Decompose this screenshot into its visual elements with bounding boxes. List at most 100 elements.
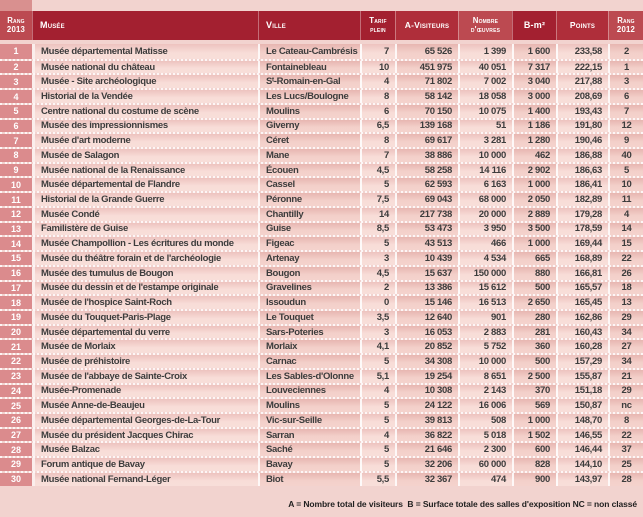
museum-name: Musée départemental Georges-de-La-Tour bbox=[32, 413, 258, 427]
visitors-count: 15 146 bbox=[395, 296, 458, 309]
column-header-ville: Ville bbox=[258, 11, 360, 40]
surface-m2: 828 bbox=[512, 458, 556, 471]
table-row: 23 Musée de l'abbaye de Sainte-Croix Les S… bbox=[0, 367, 643, 383]
points-value: 193,43 bbox=[556, 104, 608, 118]
surface-m2: 1 000 bbox=[512, 178, 556, 192]
surface-m2: 2 902 bbox=[512, 163, 556, 177]
surface-m2: 2 650 bbox=[512, 296, 556, 309]
visitors-count: 10 308 bbox=[395, 384, 458, 398]
museum-name: Musée de Morlaix bbox=[32, 340, 258, 354]
points-value: 186,41 bbox=[556, 178, 608, 192]
visitors-count: 69 617 bbox=[395, 134, 458, 148]
points-value: 151,18 bbox=[556, 384, 608, 398]
table-row: 26 Musée départemental Georges-de-La-Tour… bbox=[0, 411, 643, 427]
ticket-price: 5 bbox=[360, 413, 395, 427]
visitors-count: 34 308 bbox=[395, 355, 458, 368]
surface-m2: 1 600 bbox=[512, 44, 556, 59]
artworks-count: 2 300 bbox=[458, 443, 512, 457]
surface-m2: 2 889 bbox=[512, 207, 556, 221]
rank-2013-cell: 17 bbox=[0, 281, 32, 295]
rank-2012-cell: 4 bbox=[608, 207, 643, 221]
rank-2012-cell: 14 bbox=[608, 222, 643, 236]
rank-2013-cell: 1 bbox=[0, 44, 32, 59]
ticket-price: 5,5 bbox=[360, 472, 395, 486]
city: Morlaix bbox=[258, 340, 360, 354]
visitors-count: 15 637 bbox=[395, 266, 458, 280]
points-value: 178,59 bbox=[556, 222, 608, 236]
top-strip-rank-corner bbox=[0, 0, 32, 11]
artworks-count: 8 651 bbox=[458, 369, 512, 383]
header-line: Rang bbox=[7, 16, 25, 26]
city: Moulins bbox=[258, 104, 360, 118]
table-row: 10 Musée départemental de Flandre Cassel 5 6… bbox=[0, 176, 643, 192]
rank-2013-cell: 30 bbox=[0, 472, 32, 486]
artworks-count: 4 534 bbox=[458, 252, 512, 265]
visitors-count: 139 168 bbox=[395, 119, 458, 133]
museum-name: Musée national du château bbox=[32, 60, 258, 74]
points-value: 182,89 bbox=[556, 193, 608, 206]
ticket-price: 5,1 bbox=[360, 369, 395, 383]
museum-name: Musée d'art moderne bbox=[32, 134, 258, 148]
table-row: 7 Musée d'art moderne Céret 8 69 617 3 281 1 2… bbox=[0, 132, 643, 148]
museum-name: Musée Condé bbox=[32, 207, 258, 221]
city: Le Touquet bbox=[258, 310, 360, 324]
column-header-tarif-plein: Tarif plein bbox=[360, 11, 395, 40]
artworks-count: 40 051 bbox=[458, 60, 512, 74]
artworks-count: 5 018 bbox=[458, 428, 512, 442]
artworks-count: 68 000 bbox=[458, 193, 512, 206]
rank-2012-cell: 40 bbox=[608, 149, 643, 162]
surface-m2: 462 bbox=[512, 149, 556, 162]
museum-name: Musée des impressionnismes bbox=[32, 119, 258, 133]
rank-2013-cell: 2 bbox=[0, 60, 32, 74]
rank-2012-cell: 21 bbox=[608, 369, 643, 383]
points-value: 157,29 bbox=[556, 355, 608, 368]
surface-m2: 1 400 bbox=[512, 104, 556, 118]
points-value: 208,69 bbox=[556, 90, 608, 103]
legend-text: A = Nombre total de visiteurs B = Surfac… bbox=[288, 498, 637, 509]
city: Céret bbox=[258, 134, 360, 148]
rank-2012-cell: 6 bbox=[608, 90, 643, 103]
rank-2013-cell: 3 bbox=[0, 75, 32, 89]
points-value: 186,63 bbox=[556, 163, 608, 177]
ticket-price: 3,5 bbox=[360, 310, 395, 324]
points-value: 168,89 bbox=[556, 252, 608, 265]
rank-2013-cell: 5 bbox=[0, 104, 32, 118]
column-header-nombre-oeuvres: Nombre d'œuvres bbox=[458, 11, 512, 40]
ticket-price: 7 bbox=[360, 149, 395, 162]
museum-name: Musée de préhistoire bbox=[32, 355, 258, 368]
city: Louveciennes bbox=[258, 384, 360, 398]
artworks-count: 150 000 bbox=[458, 266, 512, 280]
table-row: 25 Musée Anne-de-Beaujeu Moulins 5 24 122 16 … bbox=[0, 397, 643, 412]
artworks-count: 5 752 bbox=[458, 340, 512, 354]
points-value: 191,80 bbox=[556, 119, 608, 133]
points-value: 155,87 bbox=[556, 369, 608, 383]
table-row: 6 Musée des impressionnismes Giverny 6,5 139… bbox=[0, 117, 643, 133]
points-value: 162,86 bbox=[556, 310, 608, 324]
rank-2013-cell: 21 bbox=[0, 340, 32, 354]
table-row: 14 Musée Champollion - Les écritures du m… bbox=[0, 235, 643, 251]
rank-2012-cell: 7 bbox=[608, 104, 643, 118]
artworks-count: 60 000 bbox=[458, 458, 512, 471]
column-header-musee: Musée bbox=[32, 11, 258, 40]
city: Péronne bbox=[258, 193, 360, 206]
rank-2012-cell: 10 bbox=[608, 178, 643, 192]
rank-2012-cell: 27 bbox=[608, 340, 643, 354]
surface-m2: 360 bbox=[512, 340, 556, 354]
artworks-count: 14 116 bbox=[458, 163, 512, 177]
rank-2012-cell: 9 bbox=[608, 134, 643, 148]
rank-2013-cell: 4 bbox=[0, 90, 32, 103]
ticket-price: 4,5 bbox=[360, 163, 395, 177]
points-value: 150,87 bbox=[556, 399, 608, 412]
header-line: Musée bbox=[40, 19, 65, 30]
museum-name: Musée-Promenade bbox=[32, 384, 258, 398]
table-row: 21 Musée de Morlaix Morlaix 4,1 20 852 5 752 3… bbox=[0, 338, 643, 354]
museum-name: Musée Champollion - Les écritures du mon… bbox=[32, 237, 258, 251]
visitors-count: 451 975 bbox=[395, 60, 458, 74]
rank-2012-cell: 11 bbox=[608, 193, 643, 206]
museum-name: Musée Balzac bbox=[32, 443, 258, 457]
museum-name: Musée du dessin et de l'estampe original… bbox=[32, 281, 258, 295]
rank-2013-cell: 26 bbox=[0, 413, 32, 427]
city: Sars-Poteries bbox=[258, 325, 360, 339]
artworks-count: 7 002 bbox=[458, 75, 512, 89]
city: Carnac bbox=[258, 355, 360, 368]
